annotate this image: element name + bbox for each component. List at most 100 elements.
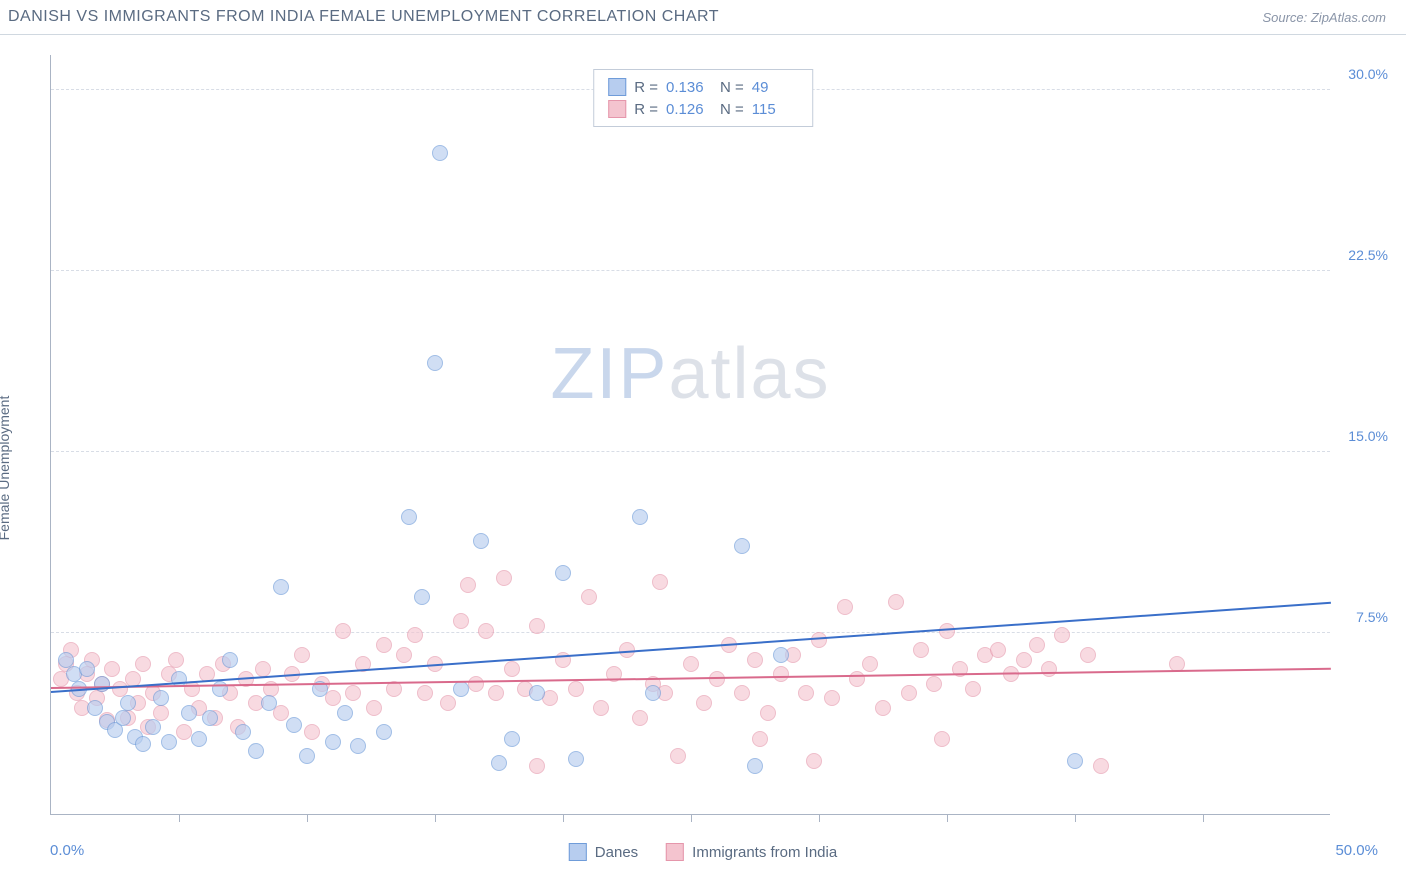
blue-point (115, 710, 131, 726)
source-attribution: Source: ZipAtlas.com (1262, 10, 1386, 25)
blue-point (286, 717, 302, 733)
pink-point (496, 570, 512, 586)
legend-pink-n-value: 115 (752, 101, 798, 118)
blue-point (202, 710, 218, 726)
chart-header: DANISH VS IMMIGRANTS FROM INDIA FEMALE U… (0, 0, 1406, 35)
x-tick (563, 814, 564, 822)
pink-point (273, 705, 289, 721)
x-tick (819, 814, 820, 822)
y-tick-label: 7.5% (1356, 609, 1388, 625)
blue-point (473, 533, 489, 549)
pink-point (345, 685, 361, 701)
pink-point (760, 705, 776, 721)
blue-point (120, 695, 136, 711)
x-axis-origin-label: 0.0% (50, 842, 84, 859)
y-tick-label: 15.0% (1348, 428, 1388, 444)
blue-point (529, 685, 545, 701)
pink-point (632, 710, 648, 726)
blue-point (734, 538, 750, 554)
blue-point (135, 736, 151, 752)
pink-point (652, 574, 668, 590)
pink-point (901, 685, 917, 701)
pink-point (934, 731, 950, 747)
pink-point (440, 695, 456, 711)
grid-line (51, 270, 1330, 271)
pink-point (1016, 652, 1032, 668)
pink-point (407, 627, 423, 643)
legend-item-blue: Danes (569, 843, 638, 861)
pink-point (529, 618, 545, 634)
x-tick (1203, 814, 1204, 822)
pink-point (752, 731, 768, 747)
legend-n-label: N = (720, 101, 744, 118)
pink-point (926, 676, 942, 692)
pink-point (417, 685, 433, 701)
pink-point (747, 652, 763, 668)
pink-point (153, 705, 169, 721)
pink-point (913, 642, 929, 658)
legend-blue-label: Danes (595, 844, 638, 861)
x-tick (1075, 814, 1076, 822)
blue-point (414, 589, 430, 605)
blue-point (491, 755, 507, 771)
y-tick-label: 30.0% (1348, 66, 1388, 82)
pink-point (806, 753, 822, 769)
blue-point (376, 724, 392, 740)
pink-point (176, 724, 192, 740)
pink-point (488, 685, 504, 701)
pink-point (1093, 758, 1109, 774)
pink-point (504, 661, 520, 677)
blue-point (427, 355, 443, 371)
blue-point (568, 751, 584, 767)
swatch-blue-icon (608, 78, 626, 96)
watermark-atlas: atlas (668, 334, 830, 414)
blue-point (432, 145, 448, 161)
pink-point (104, 661, 120, 677)
blue-point (161, 734, 177, 750)
pink-point (696, 695, 712, 711)
x-tick (435, 814, 436, 822)
x-axis-max-label: 50.0% (1335, 842, 1378, 859)
legend-pink-label: Immigrants from India (692, 844, 837, 861)
blue-point (401, 509, 417, 525)
blue-point (350, 738, 366, 754)
x-tick (179, 814, 180, 822)
pink-point (888, 594, 904, 610)
pink-point (581, 589, 597, 605)
watermark-zip: ZIP (550, 334, 668, 414)
swatch-pink-icon (666, 843, 684, 861)
legend-r-label: R = (634, 101, 658, 118)
pink-point (670, 748, 686, 764)
pink-point (734, 685, 750, 701)
legend-blue-r-value: 0.136 (666, 79, 712, 96)
pink-point (990, 642, 1006, 658)
pink-point (773, 666, 789, 682)
pink-point (568, 681, 584, 697)
pink-point (862, 656, 878, 672)
legend-pink-r-value: 0.126 (666, 101, 712, 118)
pink-point (135, 656, 151, 672)
blue-point (453, 681, 469, 697)
blue-point (261, 695, 277, 711)
pink-point (1041, 661, 1057, 677)
legend-r-label: R = (634, 79, 658, 96)
pink-point (798, 685, 814, 701)
legend-n-label: N = (720, 79, 744, 96)
grid-line (51, 632, 1330, 633)
pink-point (453, 613, 469, 629)
pink-point (376, 637, 392, 653)
legend-blue-n-value: 49 (752, 79, 798, 96)
blue-point (79, 661, 95, 677)
pink-point (1029, 637, 1045, 653)
chart-area: Female Unemployment ZIPatlas 7.5% 15.0% 22… (0, 35, 1406, 885)
blue-point (645, 685, 661, 701)
x-tick (691, 814, 692, 822)
pink-point (849, 671, 865, 687)
blue-point (632, 509, 648, 525)
pink-point (294, 647, 310, 663)
grid-line (51, 451, 1330, 452)
legend-item-pink: Immigrants from India (666, 843, 837, 861)
y-tick-label: 22.5% (1348, 247, 1388, 263)
pink-point (875, 700, 891, 716)
y-axis-label: Female Unemployment (0, 396, 12, 541)
